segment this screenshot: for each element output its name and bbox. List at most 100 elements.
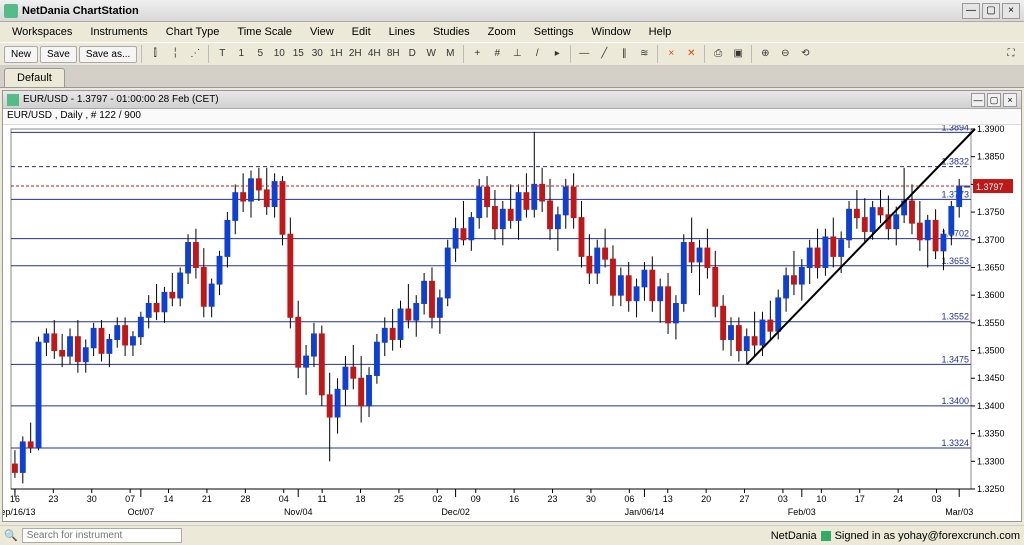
menu-help[interactable]: Help [641,24,680,40]
svg-text:13: 13 [663,494,673,504]
svg-text:1.3324: 1.3324 [941,438,969,448]
svg-text:14: 14 [164,494,174,504]
zoom-reset-icon[interactable]: ⟲ [796,45,814,63]
menubar: WorkspacesInstrumentsChart TypeTime Scal… [0,22,1024,42]
delete-icon[interactable]: × [662,45,680,63]
timeframe-30[interactable]: 30 [308,45,326,63]
toolbar-separator [208,45,209,63]
delete-all-icon[interactable]: ✕ [682,45,700,63]
image-icon[interactable]: ▣ [729,45,747,63]
channel-icon[interactable]: ∥ [615,45,633,63]
svg-text:09: 09 [471,494,481,504]
chart-info-bar: EUR/USD , Daily , # 122 / 900 [3,109,1021,125]
chart-max-button[interactable]: ▢ [987,93,1001,107]
svg-text:23: 23 [48,494,58,504]
brand-label: NetDania [771,530,817,542]
menu-settings[interactable]: Settings [526,24,582,40]
menu-view[interactable]: View [302,24,342,40]
svg-text:21: 21 [202,494,212,504]
hline-icon[interactable]: — [575,45,593,63]
timeframe-4H[interactable]: 4H [365,45,383,63]
svg-text:02: 02 [432,494,442,504]
menu-window[interactable]: Window [584,24,639,40]
new-button[interactable]: New [4,46,38,63]
menu-workspaces[interactable]: Workspaces [4,24,80,40]
timeframe-T[interactable]: T [213,45,231,63]
chart-close-button[interactable]: × [1003,93,1017,107]
close-button[interactable]: × [1002,3,1020,19]
timeframe-15[interactable]: 15 [289,45,307,63]
timeframe-M[interactable]: M [441,45,459,63]
chart-canvas[interactable]: 1.38941.38321.37731.37021.36531.35521.34… [3,125,1021,521]
minimize-button[interactable]: — [962,3,980,19]
toolbar-separator [657,45,658,63]
search-icon: 🔍 [4,529,18,542]
timeframe-5[interactable]: 5 [251,45,269,63]
crosshair-icon[interactable]: + [468,45,486,63]
timeframe-D[interactable]: D [403,45,421,63]
toolbar-separator [141,45,142,63]
menu-chart-type[interactable]: Chart Type [158,24,228,40]
workspace-tab-default[interactable]: Default [4,68,65,87]
menu-zoom[interactable]: Zoom [480,24,524,40]
svg-text:Sep/16/13: Sep/16/13 [3,507,35,517]
app-icon [4,4,18,18]
svg-text:1.3250: 1.3250 [977,484,1005,494]
candlestick-icon[interactable]: ⫿ [146,45,164,63]
menu-lines[interactable]: Lines [381,24,423,40]
svg-text:30: 30 [586,494,596,504]
trendline-icon[interactable]: ╱ [595,45,613,63]
svg-text:1.3500: 1.3500 [977,346,1005,356]
svg-text:28: 28 [240,494,250,504]
timeframe-2H[interactable]: 2H [346,45,364,63]
timeframe-1H[interactable]: 1H [327,45,345,63]
svg-text:27: 27 [740,494,750,504]
save-as-button[interactable]: Save as... [79,46,137,63]
chart-icon [7,94,19,106]
menu-instruments[interactable]: Instruments [82,24,155,40]
maximize-button[interactable]: ▢ [982,3,1000,19]
svg-text:1.3653: 1.3653 [941,256,969,266]
timeframe-8H[interactable]: 8H [384,45,402,63]
svg-text:18: 18 [356,494,366,504]
zoom-out-icon[interactable]: ⊖ [776,45,794,63]
bar-icon[interactable]: ╎ [166,45,184,63]
expand-icon[interactable]: ⛶ [1002,45,1020,63]
svg-text:1.3894: 1.3894 [941,125,969,132]
timeframe-1[interactable]: 1 [232,45,250,63]
menu-time-scale[interactable]: Time Scale [229,24,300,40]
svg-text:Nov/04: Nov/04 [284,507,313,517]
svg-text:1.3400: 1.3400 [941,396,969,406]
svg-text:1.3475: 1.3475 [941,354,969,364]
svg-text:10: 10 [816,494,826,504]
toolbar: New Save Save as... ⫿ ╎ ⋰ T151015301H2H4… [0,42,1024,66]
svg-text:1.3400: 1.3400 [977,401,1005,411]
svg-text:1.3552: 1.3552 [941,312,969,322]
save-button[interactable]: Save [40,46,77,63]
toolbar-separator [570,45,571,63]
workspace-tabs: Default [0,66,1024,88]
svg-text:23: 23 [548,494,558,504]
line-chart-icon[interactable]: ⋰ [186,45,204,63]
timeframe-W[interactable]: W [422,45,440,63]
chart-min-button[interactable]: — [971,93,985,107]
zoom-in-icon[interactable]: ⊕ [756,45,774,63]
svg-text:Mar/03: Mar/03 [945,507,973,517]
svg-text:06: 06 [624,494,634,504]
line-tool-icon[interactable]: / [528,45,546,63]
svg-text:1.3797: 1.3797 [976,182,1004,192]
fib-icon[interactable]: ≋ [635,45,653,63]
menu-studies[interactable]: Studies [425,24,478,40]
svg-text:1.3450: 1.3450 [977,373,1005,383]
svg-text:11: 11 [317,494,326,504]
axis-icon[interactable]: ⊥ [508,45,526,63]
menu-edit[interactable]: Edit [344,24,379,40]
svg-text:Jan/06/14: Jan/06/14 [625,507,665,517]
window-buttons: — ▢ × [962,3,1020,19]
search-input[interactable] [22,528,182,543]
print-icon[interactable]: ⎙ [709,45,727,63]
grid-icon[interactable]: # [488,45,506,63]
timeframe-10[interactable]: 10 [270,45,288,63]
pointer-icon[interactable]: ▸ [548,45,566,63]
svg-text:1.3650: 1.3650 [977,262,1005,272]
